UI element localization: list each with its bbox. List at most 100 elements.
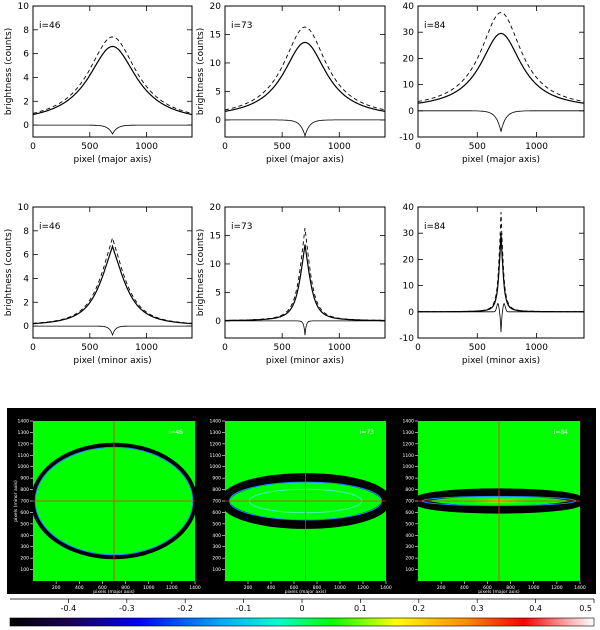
panel-label: i=73 bbox=[231, 21, 253, 31]
y-tick-label: 600 bbox=[212, 510, 221, 516]
x-tick-label: 200 bbox=[52, 585, 61, 591]
residual-curve bbox=[225, 320, 385, 336]
y-tick-label: 600 bbox=[405, 510, 414, 516]
x-tick-label: 200 bbox=[437, 585, 446, 591]
y-tick-label: 1100 bbox=[403, 453, 415, 459]
profile-panel-1: 0 500 1000 0 2 4 6 8 10 pixel (major axis) brightn… bbox=[4, 2, 193, 165]
y-tick-label: 10 bbox=[210, 59, 222, 69]
profile-panel-4: 0 500 1000 0 2 4 6 8 10 pixel (minor axis) brightn… bbox=[4, 203, 193, 366]
y-tick-label: 10 bbox=[18, 2, 30, 12]
colorbar-tick-label: -0.1 bbox=[236, 604, 252, 613]
y-tick-label: 400 bbox=[212, 533, 221, 539]
y-tick-label: 0 bbox=[215, 116, 221, 126]
x-tick-label: 500 bbox=[81, 343, 98, 353]
colorbar-tick-label: 0.2 bbox=[412, 604, 425, 613]
x-tick-label: 400 bbox=[267, 585, 276, 591]
y-tick-label: 4 bbox=[23, 274, 29, 284]
x-tick-label: 500 bbox=[469, 142, 486, 152]
plot-frame bbox=[417, 206, 585, 339]
y-tick-label: 5 bbox=[215, 288, 221, 298]
y-tick-label: 300 bbox=[212, 544, 221, 550]
x-tick-label: 600 bbox=[290, 585, 299, 591]
x-tick-label: 800 bbox=[313, 585, 322, 591]
x-tick-label: 500 bbox=[469, 343, 486, 353]
residual-curve bbox=[33, 124, 192, 135]
model-curve-dashed bbox=[417, 12, 585, 102]
y-tick-label: 1300 bbox=[18, 430, 30, 436]
panel-label: i=84 bbox=[424, 222, 446, 232]
y-tick-label: 6 bbox=[23, 50, 29, 60]
x-tick-label: 500 bbox=[81, 142, 98, 152]
colorbar-tick-label: 0.5 bbox=[579, 604, 592, 613]
x-axis-label: pixel (major axis) bbox=[73, 155, 151, 165]
y-tick-label: 30 bbox=[403, 28, 415, 38]
residual-curve bbox=[418, 110, 584, 132]
observed-curve-solid bbox=[225, 41, 385, 112]
x-axis-label: pixels (major axis) bbox=[478, 589, 520, 595]
y-tick-label: 8 bbox=[23, 26, 29, 36]
y-tick-label: 100 bbox=[405, 567, 414, 573]
x-tick-label: 1400 bbox=[380, 585, 392, 591]
y-tick-label: 1200 bbox=[210, 441, 222, 447]
y-tick-label: 1200 bbox=[403, 441, 415, 447]
x-tick-label: 1000 bbox=[328, 142, 351, 152]
x-tick-label: 600 bbox=[98, 585, 107, 591]
y-tick-label: 1400 bbox=[18, 419, 30, 425]
x-axis-label: pixel (minor axis) bbox=[73, 356, 151, 366]
x-tick-label: 800 bbox=[506, 585, 515, 591]
y-tick-label: 400 bbox=[20, 533, 29, 539]
y-tick-label: 500 bbox=[212, 521, 221, 527]
panel-label: i=73 bbox=[360, 429, 375, 436]
residual-map-3: 200 400 600 800 1000 1200 1400 100 200 300 400 500 6… bbox=[403, 419, 586, 596]
y-tick-label: 100 bbox=[212, 567, 221, 573]
panel-label: i=84 bbox=[424, 21, 446, 31]
y-tick-label: 500 bbox=[405, 521, 414, 527]
y-tick-label: 1400 bbox=[403, 419, 415, 425]
y-tick-label: 8 bbox=[23, 227, 29, 237]
colorbar-tick-label: -0.4 bbox=[61, 604, 77, 613]
x-axis-label: pixel (minor axis) bbox=[266, 356, 344, 366]
x-axis-label: pixel (major axis) bbox=[462, 155, 540, 165]
y-axis-label: brightness (counts) bbox=[196, 229, 206, 316]
colorbar-tick-label: 0 bbox=[299, 604, 304, 613]
x-tick-label: 400 bbox=[75, 585, 84, 591]
y-tick-label: 1000 bbox=[403, 464, 415, 470]
y-tick-label: 600 bbox=[20, 510, 29, 516]
y-tick-label: 1300 bbox=[403, 430, 415, 436]
residual-map-panels: 200 400 600 800 1000 1200 1400 100 200 300 400 500 6… bbox=[13, 419, 586, 596]
y-tick-label: 900 bbox=[20, 476, 29, 482]
x-tick-label: 1000 bbox=[528, 585, 540, 591]
y-tick-label: 30 bbox=[403, 229, 415, 239]
residual-map-2: 200 400 600 800 1000 1200 1400 100 200 300 400 500 6… bbox=[210, 419, 392, 596]
model-curve-dashed bbox=[225, 228, 385, 321]
y-tick-label: 800 bbox=[212, 487, 221, 493]
x-axis-label: pixel (major axis) bbox=[266, 155, 344, 165]
residual-curve bbox=[225, 119, 385, 138]
y-tick-label: 20 bbox=[403, 255, 415, 265]
y-tick-label: 1000 bbox=[18, 464, 30, 470]
y-tick-label: 2 bbox=[23, 97, 29, 107]
y-tick-label: 0 bbox=[408, 107, 414, 117]
plot-frame bbox=[32, 5, 193, 138]
x-tick-label: 500 bbox=[274, 343, 291, 353]
y-tick-label: 500 bbox=[20, 521, 29, 527]
y-tick-label: 40 bbox=[403, 203, 415, 213]
observed-curve-solid bbox=[32, 45, 193, 116]
observed-curve-solid bbox=[418, 233, 584, 313]
y-tick-label: 900 bbox=[212, 476, 221, 482]
y-tick-label: 15 bbox=[210, 30, 221, 40]
y-tick-label: 700 bbox=[405, 499, 414, 505]
x-tick-label: 0 bbox=[30, 343, 36, 353]
plot-frame bbox=[417, 5, 585, 138]
y-tick-label: 1300 bbox=[210, 430, 222, 436]
x-tick-label: 500 bbox=[274, 142, 291, 152]
y-tick-label: 0 bbox=[408, 308, 414, 318]
y-tick-label: 0 bbox=[215, 317, 221, 327]
x-tick-label: 1000 bbox=[135, 142, 158, 152]
y-axis-label: pixels (minor axis) bbox=[13, 480, 19, 522]
y-tick-label: 10 bbox=[403, 81, 415, 91]
colorbar-tick-label: 0.4 bbox=[529, 604, 542, 613]
y-tick-label: 1100 bbox=[18, 453, 30, 459]
y-tick-label: 4 bbox=[23, 73, 29, 83]
